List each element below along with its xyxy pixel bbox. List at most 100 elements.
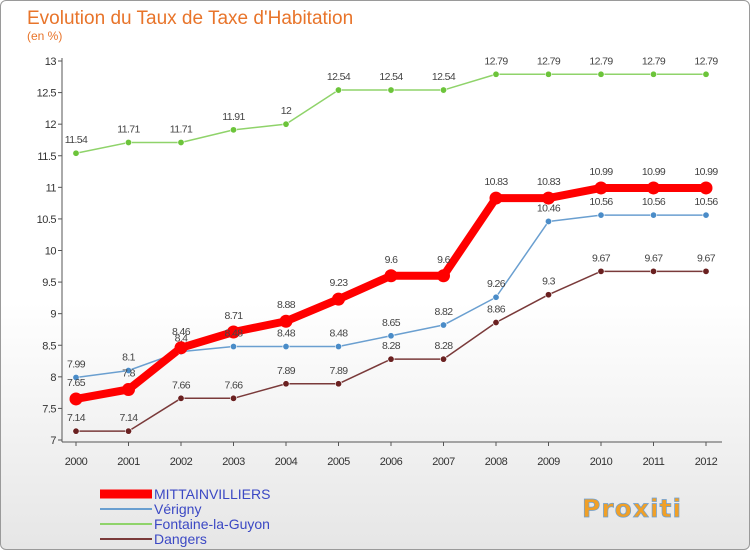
data-point-verigny <box>387 332 395 340</box>
data-label-mittainvilliers: 7.8 <box>122 367 136 379</box>
y-tick-label: 9.5 <box>42 277 56 289</box>
data-label-dangers: 8.28 <box>434 340 453 352</box>
data-label-verigny: 8.1 <box>122 352 136 364</box>
data-point-verigny <box>544 217 552 225</box>
data-label-fontaine-la-guyon: 12.79 <box>537 55 561 67</box>
series-points <box>69 70 713 435</box>
x-tick-label: 2005 <box>327 456 350 468</box>
x-tick-label: 2012 <box>695 456 718 468</box>
series-line-mittainvilliers <box>75 183 706 403</box>
data-point-dangers <box>702 267 710 275</box>
data-label-mittainvilliers: 8.46 <box>172 326 191 338</box>
data-point-mittainvilliers <box>122 382 135 396</box>
logo-text: Proxiti <box>582 494 682 523</box>
y-tick-label: 11 <box>46 182 57 194</box>
data-label-verigny: 10.56 <box>589 196 613 208</box>
x-tick-label: 2007 <box>432 456 455 468</box>
data-point-verigny <box>230 343 238 351</box>
data-point-mittainvilliers <box>227 325 240 339</box>
data-label-dangers: 7.89 <box>329 365 348 377</box>
data-label-verigny: 8.4 <box>175 333 189 345</box>
x-tick-label: 2008 <box>485 456 508 468</box>
data-point-verigny <box>125 367 133 375</box>
data-label-fontaine-la-guyon: 12.79 <box>642 55 666 67</box>
data-label-verigny: 10.56 <box>642 196 666 208</box>
data-label-mittainvilliers: 9.6 <box>437 254 451 266</box>
data-point-mittainvilliers <box>384 269 398 283</box>
data-point-mittainvilliers <box>174 341 188 355</box>
x-tick-label: 2009 <box>537 456 560 468</box>
data-point-fontaine-la-guyon <box>387 86 395 94</box>
data-point-mittainvilliers <box>437 269 450 283</box>
data-label-dangers: 7.66 <box>172 379 191 391</box>
data-label-dangers: 9.67 <box>644 252 663 264</box>
data-point-verigny <box>492 293 500 301</box>
data-point-mittainvilliers <box>69 392 83 406</box>
data-point-fontaine-la-guyon <box>72 149 80 157</box>
data-point-verigny <box>702 211 710 219</box>
data-label-mittainvilliers: 10.99 <box>642 166 666 178</box>
legend-label-fontaine-la-guyon: Fontaine-la-Guyon <box>154 516 270 532</box>
data-label-verigny: 10.56 <box>694 196 718 208</box>
data-label-mittainvilliers: 9.6 <box>385 254 399 266</box>
data-label-fontaine-la-guyon: 12.79 <box>694 55 718 67</box>
data-label-verigny: 8.65 <box>382 317 401 329</box>
data-label-mittainvilliers: 10.83 <box>537 176 561 188</box>
x-tick-label: 2011 <box>643 456 665 468</box>
y-tick-label: 13 <box>45 56 57 68</box>
x-tick-label: 2004 <box>275 456 298 468</box>
legend-label-mittainvilliers: MITTAINVILLIERS <box>154 486 270 502</box>
data-label-dangers: 7.14 <box>67 412 86 424</box>
data-label-dangers: 8.28 <box>382 340 401 352</box>
y-tick-label: 7 <box>50 435 56 447</box>
data-label-fontaine-la-guyon: 11.71 <box>170 123 193 135</box>
x-tick-label: 2003 <box>222 456 245 468</box>
legend-label-verigny: Vérigny <box>154 501 201 517</box>
data-label-dangers: 7.66 <box>224 379 243 391</box>
data-point-mittainvilliers <box>489 191 503 205</box>
data-label-verigny: 8.48 <box>329 328 348 340</box>
data-point-dangers <box>387 355 395 363</box>
data-point-verigny <box>439 321 447 329</box>
data-point-dangers <box>334 380 342 388</box>
data-point-fontaine-la-guyon <box>125 138 133 146</box>
data-label-fontaine-la-guyon: 12.79 <box>589 55 613 67</box>
data-point-verigny <box>282 343 290 351</box>
data-label-dangers: 7.14 <box>119 412 138 424</box>
data-point-verigny <box>597 211 605 219</box>
data-point-mittainvilliers <box>542 191 555 205</box>
y-tick-label: 10.5 <box>37 214 57 226</box>
data-label-dangers: 9.3 <box>542 276 556 288</box>
x-tick-label: 2000 <box>65 456 88 468</box>
x-tick-label: 2001 <box>117 456 140 468</box>
data-label-mittainvilliers: 8.88 <box>277 299 296 311</box>
data-point-dangers <box>439 355 447 363</box>
data-point-fontaine-la-guyon <box>177 138 185 146</box>
data-point-fontaine-la-guyon <box>544 70 552 78</box>
data-label-fontaine-la-guyon: 12.54 <box>327 71 351 83</box>
data-label-verigny: 10.46 <box>537 202 561 214</box>
data-label-dangers: 7.89 <box>277 365 296 377</box>
data-point-dangers <box>72 427 80 435</box>
data-label-mittainvilliers: 8.71 <box>224 310 243 322</box>
chart-title: Evolution du Taux de Taxe d'Habitation <box>27 8 353 29</box>
data-label-dangers: 9.67 <box>697 252 716 264</box>
data-label-fontaine-la-guyon: 11.54 <box>65 134 88 146</box>
data-label-mittainvilliers: 9.23 <box>329 277 348 289</box>
data-point-mittainvilliers <box>699 181 713 195</box>
data-label-fontaine-la-guyon: 11.91 <box>222 111 245 123</box>
legend: MITTAINVILLIERSVérignyFontaine-la-GuyonD… <box>100 486 270 547</box>
data-label-fontaine-la-guyon: 12.54 <box>432 71 456 83</box>
legend-label-dangers: Dangers <box>154 531 207 547</box>
data-point-fontaine-la-guyon <box>492 70 500 78</box>
data-label-verigny: 8.48 <box>224 328 243 340</box>
series-labels: 7.65 7.8 8.46 8.71 8.88 9.23 9.6 9.6 10.83 10.83 1… <box>65 55 719 424</box>
x-tick-label: 2006 <box>380 456 403 468</box>
y-tick-label: 11.5 <box>37 151 56 163</box>
y-tick-label: 9 <box>50 309 56 321</box>
data-label-mittainvilliers: 7.65 <box>67 377 86 389</box>
data-label-verigny: 9.26 <box>487 278 506 290</box>
y-tick-label: 10 <box>45 246 57 258</box>
